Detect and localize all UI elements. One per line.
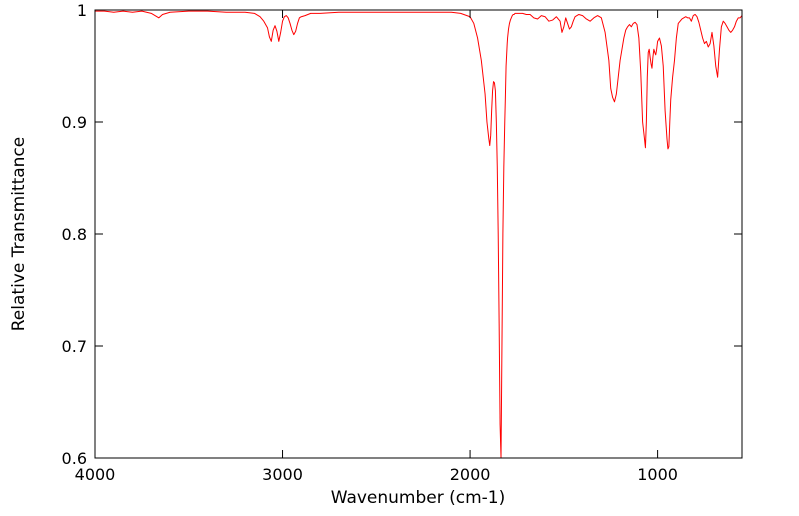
plot-area-frame bbox=[94, 9, 743, 459]
x-tick-label: 2000 bbox=[450, 465, 491, 484]
x-tick-label: 3000 bbox=[262, 465, 303, 484]
y-tick-label: 1 bbox=[77, 1, 87, 20]
y-tick-label: 0.6 bbox=[62, 449, 87, 468]
y-tick-label: 0.8 bbox=[62, 225, 87, 244]
series-layer bbox=[95, 10, 743, 459]
x-tick-label: 4000 bbox=[75, 465, 116, 484]
series-line-0 bbox=[95, 10, 743, 459]
x-axis-title: Wavenumber (cm-1) bbox=[331, 488, 506, 508]
y-axis-ticks: 0.6 0.7 0.8 0.9 1 bbox=[62, 1, 742, 468]
x-tick-label: 1000 bbox=[637, 465, 678, 484]
y-tick-label: 0.9 bbox=[62, 113, 87, 132]
y-tick-label: 0.7 bbox=[62, 337, 87, 356]
x-axis-ticks: 4000 3000 2000 1000 bbox=[75, 10, 678, 484]
y-axis-title: Relative Transmittance bbox=[9, 137, 29, 332]
